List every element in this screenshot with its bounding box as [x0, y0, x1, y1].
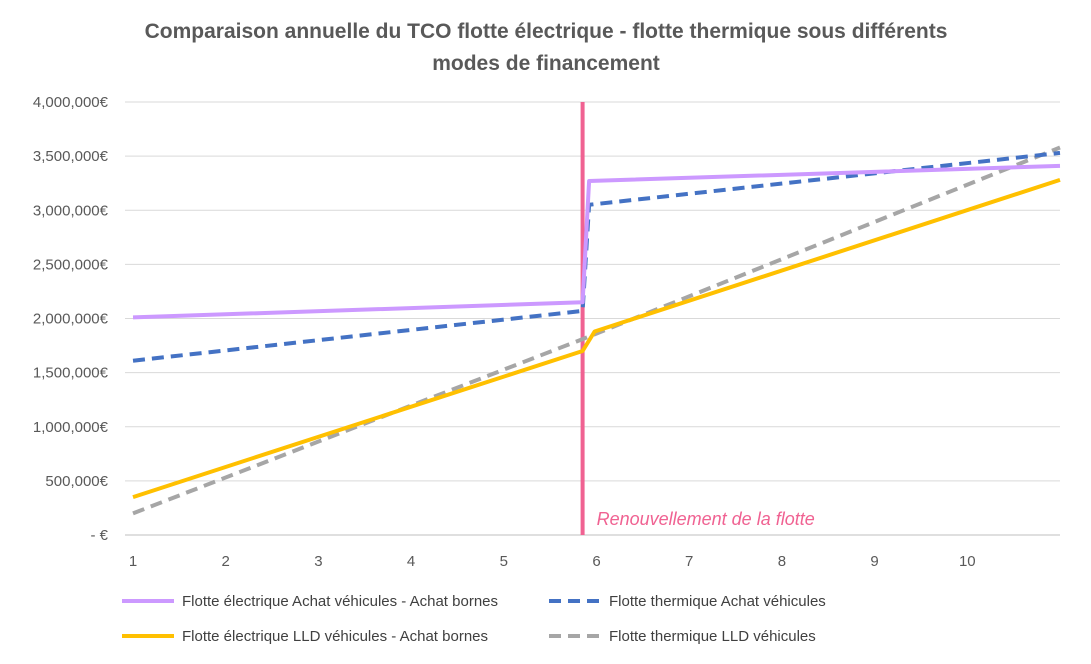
gridlines	[125, 101, 1060, 536]
legend-label: Flotte thermique Achat véhicules	[609, 593, 826, 610]
legend: Flotte électrique Achat véhicules - Acha…	[122, 593, 826, 645]
y-tick-label: 4,000,000€	[33, 94, 109, 111]
x-tick-label: 4	[407, 553, 415, 570]
legend-item-flotte-electrique-lld-vehicules-achat-bornes: Flotte électrique LLD véhicules - Achat …	[122, 628, 488, 645]
legend-item-flotte-thermique-achat-vehicules: Flotte thermique Achat véhicules	[549, 593, 826, 610]
legend-item-flotte-electrique-achat-vehicules-achat-bornes: Flotte électrique Achat véhicules - Acha…	[122, 593, 498, 610]
renewal-marker: Renouvellement de la flotte	[580, 102, 815, 535]
x-tick-label: 9	[870, 553, 878, 570]
x-tick-label: 8	[778, 553, 786, 570]
chart-title-line-1: Comparaison annuelle du TCO flotte élect…	[145, 20, 948, 43]
x-tick-label: 3	[314, 553, 322, 570]
x-tick-label: 7	[685, 553, 693, 570]
x-tick-label: 5	[500, 553, 508, 570]
series-lines	[132, 145, 1061, 516]
legend-label: Flotte électrique Achat véhicules - Acha…	[182, 593, 498, 610]
x-tick-label: 2	[222, 553, 230, 570]
y-tick-label: 3,000,000€	[33, 202, 109, 219]
legend-item-flotte-thermique-lld-vehicules: Flotte thermique LLD véhicules	[549, 628, 816, 645]
y-tick-label: 500,000€	[45, 473, 108, 490]
chart-title: Comparaison annuelle du TCO flotte élect…	[145, 20, 948, 75]
legend-label: Flotte électrique LLD véhicules - Achat …	[182, 628, 488, 645]
y-tick-label: 2,500,000€	[33, 256, 109, 273]
legend-label: Flotte thermique LLD véhicules	[609, 628, 816, 645]
y-tick-label: 1,500,000€	[33, 365, 109, 382]
x-tick-label: 10	[959, 553, 976, 570]
y-tick-label: 3,500,000€	[33, 148, 109, 165]
renewal-label: Renouvellement de la flotte	[597, 509, 815, 529]
x-tick-label: 6	[592, 553, 600, 570]
y-axis: - € 500,000€ 1,000,000€ 1,500,000€ 2,000,000…	[33, 94, 109, 544]
x-axis: 1 2 3 4 5 6 7 8 9 10	[129, 553, 976, 570]
y-tick-label: 2,000,000€	[33, 311, 109, 328]
series-line-flotte-electrique-achat-vehicules-achat-bornes	[132, 163, 1061, 320]
chart-title-line-2: modes de financement	[432, 52, 660, 75]
x-tick-label: 1	[129, 553, 137, 570]
y-tick-label: - €	[90, 527, 108, 544]
series-line-flotte-thermique-lld-vehicules	[132, 145, 1061, 516]
y-tick-label: 1,000,000€	[33, 419, 109, 436]
series-line-flotte-electrique-lld-vehicules-achat-bornes	[132, 177, 1061, 500]
